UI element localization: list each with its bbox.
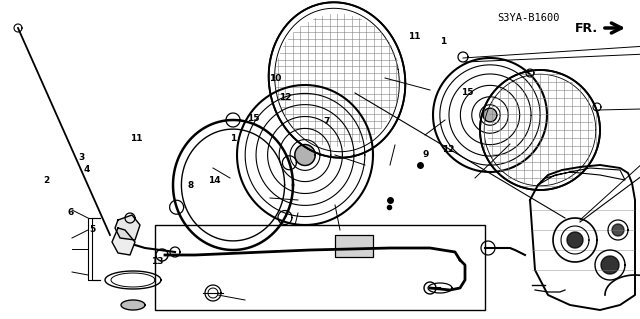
Bar	[155, 225, 485, 310]
Text: 13: 13	[150, 257, 163, 266]
Text: 10: 10	[269, 74, 282, 83]
Text: 11: 11	[130, 134, 143, 143]
Text: 1: 1	[230, 134, 237, 143]
Text: 9: 9	[422, 150, 429, 159]
Polygon shape	[567, 232, 583, 248]
Text: 11: 11	[408, 32, 420, 41]
Text: 15: 15	[461, 88, 474, 97]
Text: 6: 6	[67, 208, 74, 217]
Polygon shape	[612, 224, 624, 236]
Text: 12: 12	[278, 93, 291, 102]
Polygon shape	[115, 215, 140, 240]
Text: 7: 7	[323, 117, 330, 126]
Bar	[335, 235, 373, 257]
Text: 4: 4	[83, 165, 90, 174]
Text: 15: 15	[246, 114, 259, 122]
Text: 8: 8	[188, 181, 194, 189]
Text: 2: 2	[43, 176, 49, 185]
Polygon shape	[295, 145, 315, 166]
Polygon shape	[112, 228, 135, 255]
Text: 5: 5	[90, 225, 96, 234]
Polygon shape	[121, 300, 145, 310]
Text: 1: 1	[440, 37, 446, 46]
Text: 3: 3	[79, 153, 85, 162]
Text: FR.: FR.	[575, 21, 598, 34]
Polygon shape	[483, 108, 497, 122]
Text: 14: 14	[208, 176, 221, 185]
Text: 12: 12	[442, 145, 454, 154]
Text: S3YA-B1600: S3YA-B1600	[497, 12, 559, 23]
Polygon shape	[601, 256, 619, 274]
